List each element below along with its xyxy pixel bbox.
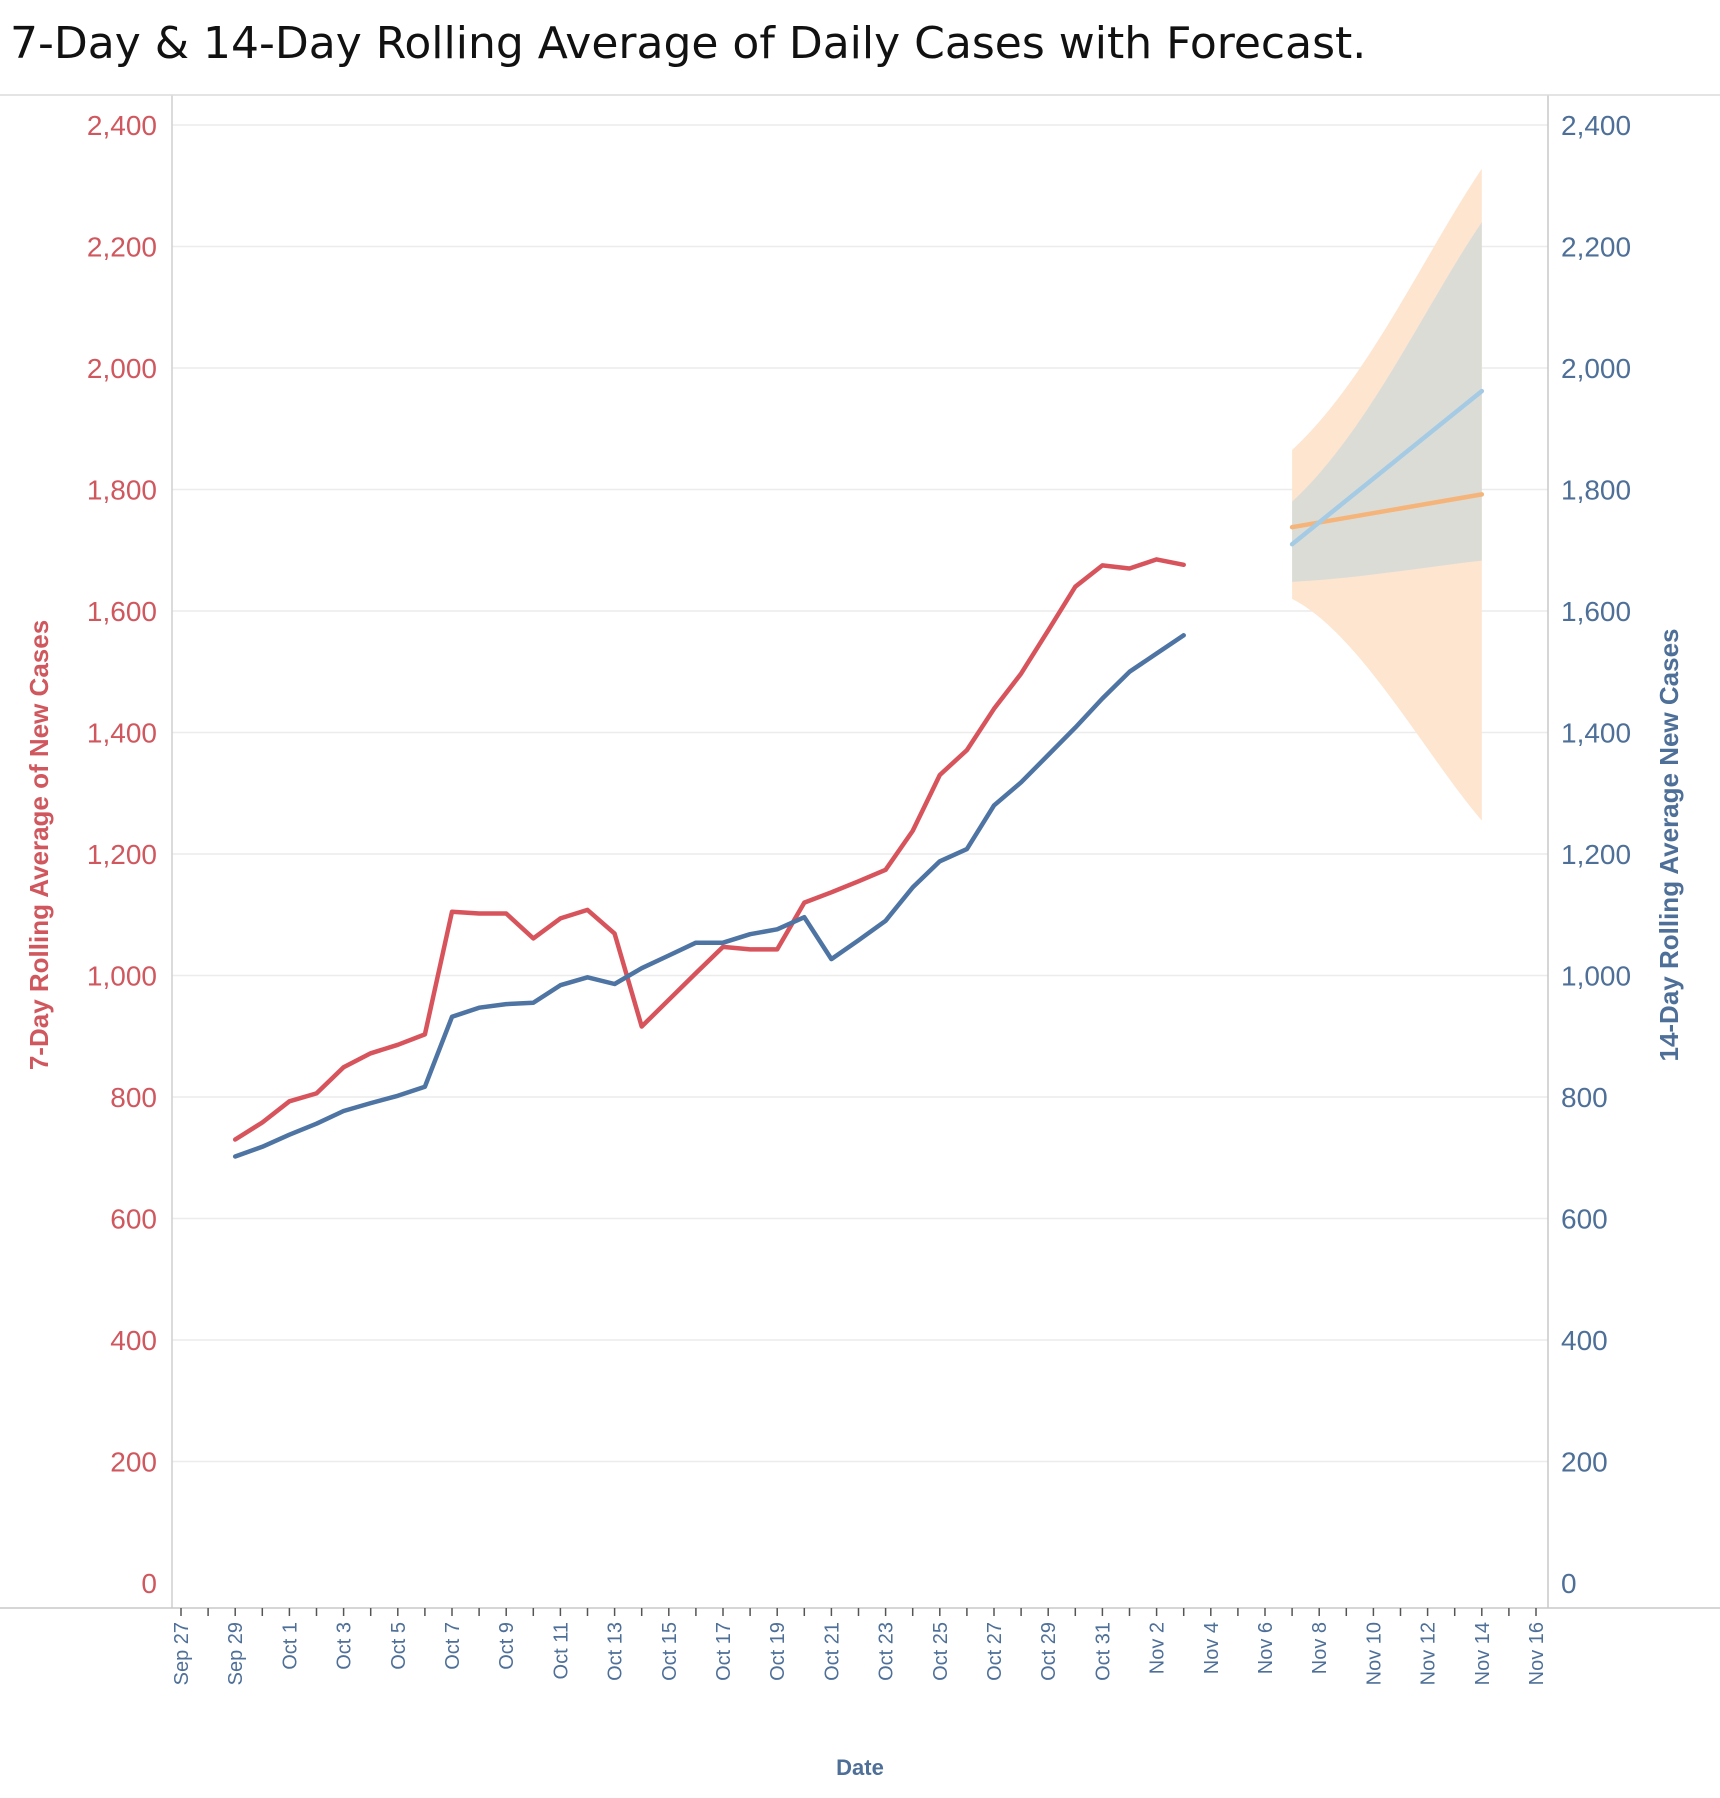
- gridlines: [172, 124, 1548, 1463]
- x-tick-label: Nov 14: [1472, 1622, 1494, 1685]
- x-tick-label: Oct 25: [930, 1622, 952, 1681]
- left-tick-label: 200: [110, 1447, 157, 1478]
- x-tick-label: Oct 23: [876, 1622, 898, 1681]
- left-tick-label: 600: [110, 1204, 157, 1235]
- fourteen_day_forecast-band: [1292, 222, 1482, 582]
- fourteen_day-line: [232, 633, 1186, 1159]
- fourteen_day_forecast-line: [1289, 388, 1485, 547]
- left-tick-label: 2,000: [87, 353, 157, 384]
- right-tick-label: 600: [1561, 1204, 1608, 1235]
- left-tick-label: 0: [141, 1568, 157, 1599]
- left-tick-label: 1,600: [87, 596, 157, 627]
- right-tick-label: 2,400: [1561, 110, 1631, 141]
- x-tick-label: Oct 1: [279, 1622, 301, 1670]
- right-tick-label: 2,200: [1561, 232, 1631, 263]
- right-axis-label: 14-Day Rolling Average New Cases: [1654, 628, 1684, 1061]
- left-tick-label: 1,200: [87, 839, 157, 870]
- right-tick-label: 1,600: [1561, 596, 1631, 627]
- x-tick-label: Nov 10: [1363, 1622, 1385, 1685]
- seven_day-line: [232, 557, 1186, 1142]
- forecast-bands: [1292, 168, 1482, 821]
- x-tick-label: Nov 16: [1526, 1622, 1548, 1685]
- right-tick-label: 2,000: [1561, 353, 1631, 384]
- x-tick-label: Oct 29: [1038, 1622, 1060, 1681]
- left-tick-label: 800: [110, 1082, 157, 1113]
- left-tick-label: 1,000: [87, 961, 157, 992]
- x-tick-label: Oct 5: [388, 1622, 410, 1670]
- x-tick-label: Nov 8: [1309, 1622, 1331, 1674]
- x-axis-ticks: Sep 27 Sep 29 Oct 1 Oct 3 Oct 5 Oct 7 Oct 9 Oct…: [171, 1608, 1548, 1685]
- x-tick-label: Oct 31: [1092, 1622, 1114, 1681]
- x-tick-label: Oct 15: [659, 1622, 681, 1681]
- x-tick-label: Oct 11: [550, 1622, 572, 1679]
- right-tick-label: 1,000: [1561, 961, 1631, 992]
- left-tick-label: 2,200: [87, 232, 157, 263]
- x-tick-label: Oct 17: [713, 1622, 735, 1681]
- x-tick-label: Nov 4: [1201, 1622, 1223, 1674]
- right-tick-label: 200: [1561, 1447, 1608, 1478]
- x-tick-label: Oct 19: [767, 1622, 789, 1681]
- right-tick-label: 0: [1561, 1568, 1577, 1599]
- left-tick-label: 1,400: [87, 718, 157, 749]
- left-tick-label: 2,400: [87, 110, 157, 141]
- x-tick-label: Oct 7: [442, 1622, 464, 1670]
- x-tick-label: Oct 21: [821, 1622, 843, 1681]
- right-tick-label: 1,400: [1561, 718, 1631, 749]
- right-tick-label: 800: [1561, 1082, 1608, 1113]
- x-tick-label: Sep 29: [225, 1622, 247, 1685]
- left-tick-label: 400: [110, 1325, 157, 1356]
- x-tick-label: Nov 6: [1255, 1622, 1277, 1674]
- x-tick-label: Oct 9: [496, 1622, 518, 1670]
- series-lines: [232, 388, 1485, 1159]
- x-axis-label: Date: [836, 1755, 884, 1780]
- chart-title: 7-Day & 14-Day Rolling Average of Daily …: [10, 18, 1367, 69]
- left-axis-label: 7-Day Rolling Average of New Cases: [24, 620, 54, 1070]
- x-tick-label: Nov 12: [1418, 1622, 1440, 1685]
- x-tick-label: Oct 27: [984, 1622, 1006, 1681]
- right-tick-label: 1,200: [1561, 839, 1631, 870]
- x-tick-label: Oct 3: [334, 1622, 356, 1670]
- right-axis-ticks: 0 200 400 600 800 1,000 1,200 1,400 1,600 1,800 2,…: [1561, 110, 1631, 1599]
- x-tick-label: Oct 13: [605, 1622, 627, 1681]
- right-tick-label: 1,800: [1561, 475, 1631, 506]
- plot-frame: [0, 94, 1720, 1609]
- right-tick-label: 400: [1561, 1325, 1608, 1356]
- x-tick-label: Nov 2: [1147, 1622, 1169, 1674]
- x-tick-label: Sep 27: [171, 1622, 193, 1685]
- left-tick-label: 1,800: [87, 475, 157, 506]
- seven_day_forecast-line: [1289, 492, 1485, 530]
- left-axis-ticks: 0 200 400 600 800 1,000 1,200 1,400 1,600 1,800 2,…: [87, 110, 157, 1599]
